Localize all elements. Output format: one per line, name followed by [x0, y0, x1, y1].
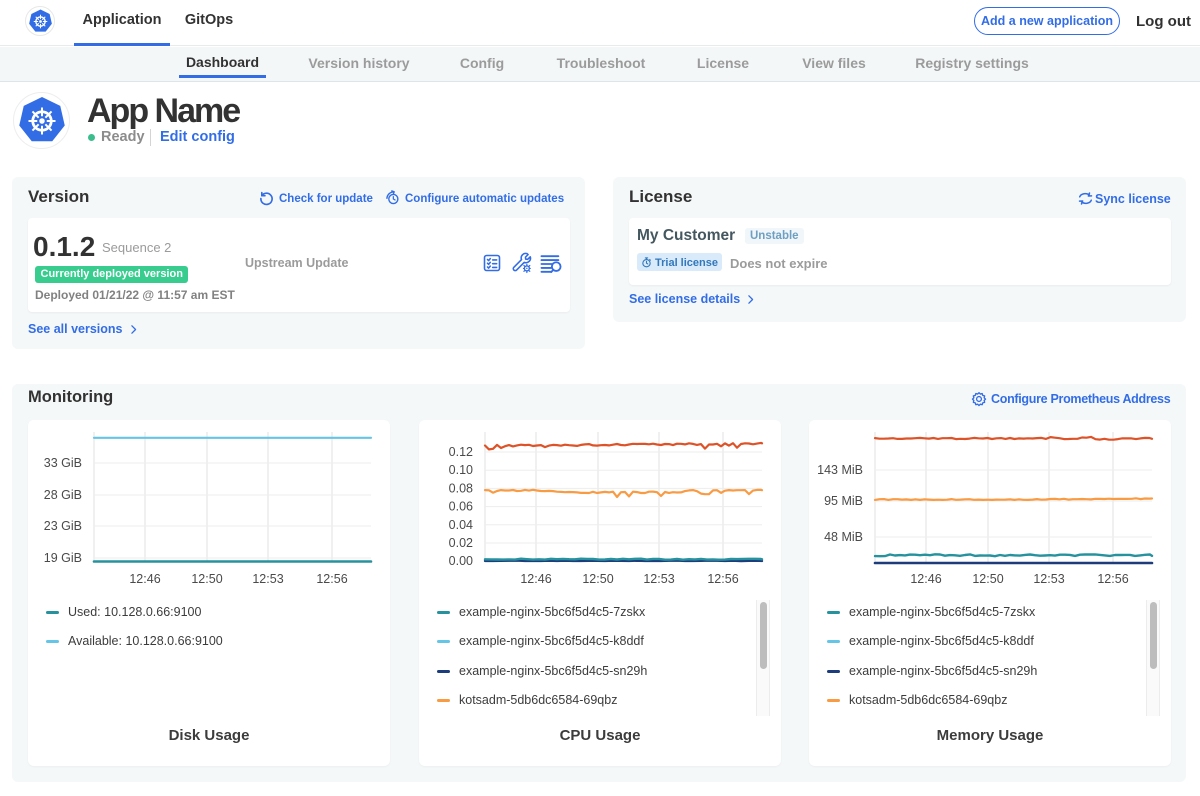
- svg-text:95 MiB: 95 MiB: [824, 494, 863, 508]
- svg-text:12:53: 12:53: [252, 572, 283, 586]
- svg-text:12:46: 12:46: [520, 572, 551, 586]
- svg-text:12:56: 12:56: [707, 572, 738, 586]
- svg-text:0.10: 0.10: [449, 463, 473, 477]
- svg-text:33 GiB: 33 GiB: [44, 456, 82, 470]
- svg-text:12:53: 12:53: [643, 572, 674, 586]
- svg-text:12:50: 12:50: [972, 572, 1003, 586]
- svg-text:0.04: 0.04: [449, 518, 473, 532]
- svg-text:0.12: 0.12: [449, 445, 473, 459]
- svg-text:12:50: 12:50: [191, 572, 222, 586]
- svg-text:12:46: 12:46: [129, 572, 160, 586]
- svg-text:19 GiB: 19 GiB: [44, 551, 82, 565]
- svg-text:48 MiB: 48 MiB: [824, 530, 863, 544]
- svg-text:0.02: 0.02: [449, 536, 473, 550]
- svg-text:28 GiB: 28 GiB: [44, 488, 82, 502]
- svg-text:0.06: 0.06: [449, 500, 473, 514]
- svg-text:0.00: 0.00: [449, 554, 473, 568]
- svg-text:23 GiB: 23 GiB: [44, 519, 82, 533]
- svg-text:12:56: 12:56: [1097, 572, 1128, 586]
- svg-text:0.08: 0.08: [449, 481, 473, 495]
- svg-text:12:46: 12:46: [910, 572, 941, 586]
- svg-text:12:50: 12:50: [582, 572, 613, 586]
- svg-text:12:53: 12:53: [1033, 572, 1064, 586]
- svg-text:12:56: 12:56: [316, 572, 347, 586]
- svg-text:143 MiB: 143 MiB: [817, 463, 863, 477]
